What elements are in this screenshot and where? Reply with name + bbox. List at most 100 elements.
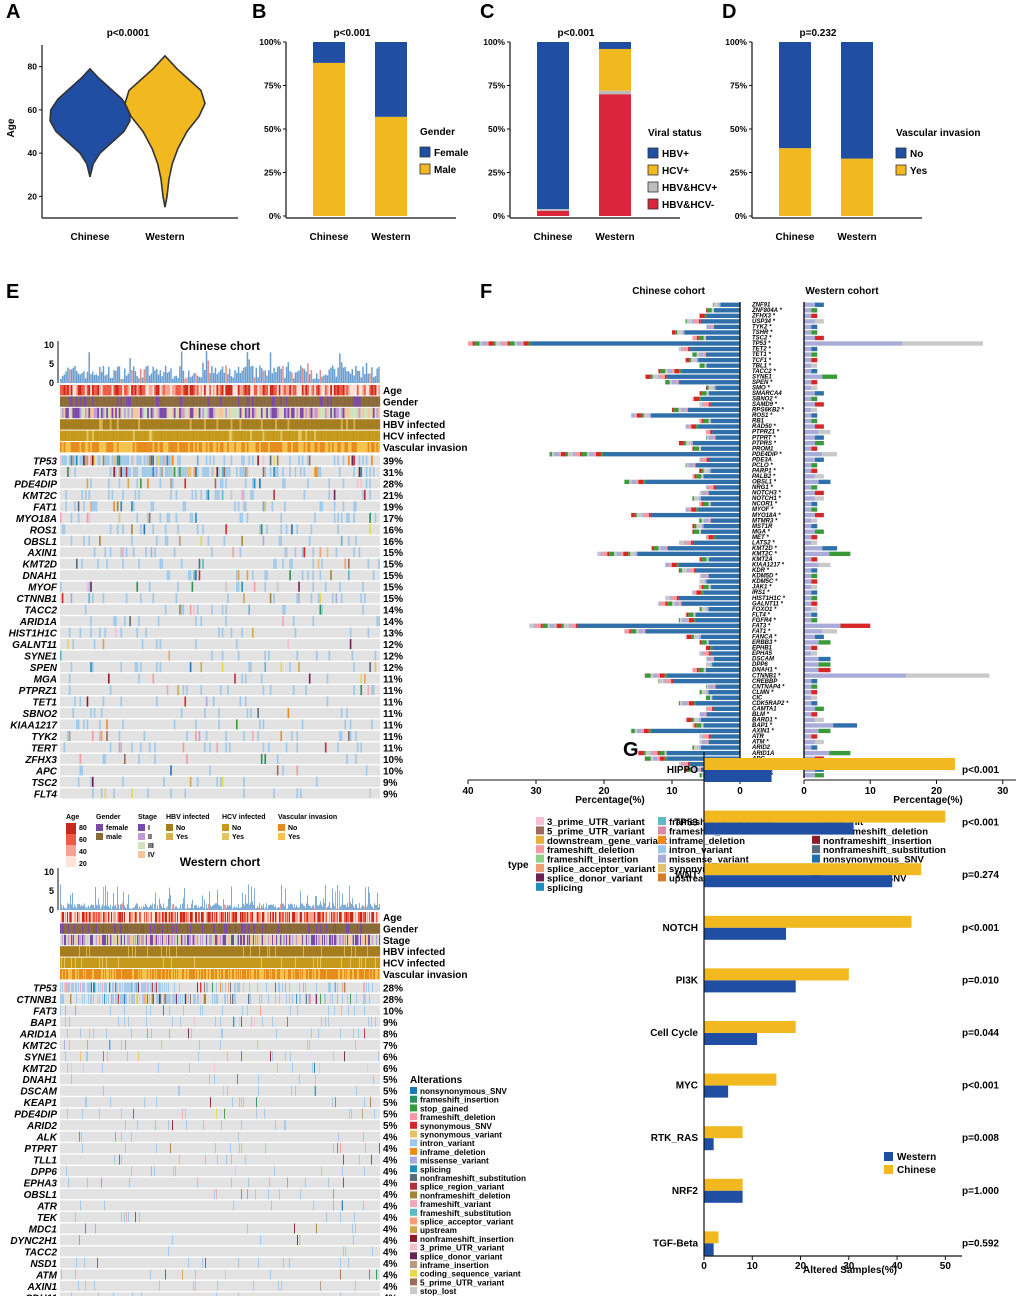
- annotation-cell: [279, 385, 281, 395]
- annotation-cell: [81, 408, 83, 418]
- annotation-cell: [373, 935, 374, 945]
- annotation-cell: [290, 958, 291, 968]
- mutation-cell: [230, 994, 231, 1004]
- annotation-cell: [372, 946, 373, 956]
- annotation-cell: [279, 442, 281, 452]
- annotation-cell: [67, 419, 69, 429]
- annotation-cell: [160, 935, 161, 945]
- mutation-cell: [266, 570, 268, 580]
- mutation-cell: [129, 1178, 130, 1188]
- annotation-cell: [360, 431, 362, 441]
- annotation-cell: [375, 408, 377, 418]
- annotation-cell: [304, 408, 306, 418]
- annotation-cell: [192, 946, 193, 956]
- annotation-cell: [298, 442, 300, 452]
- tmb-bar: [325, 885, 326, 910]
- annotation-cell: [225, 923, 226, 933]
- mutation-cell: [173, 994, 174, 1004]
- annotation-cell: [355, 408, 357, 418]
- annotation-cell: [220, 396, 222, 406]
- annotation-cell: [306, 912, 307, 922]
- annotation-cell: [366, 969, 367, 979]
- mutation-cell: [320, 467, 322, 477]
- bar-segment-Male: [313, 63, 345, 216]
- mutation-cell: [215, 994, 216, 1004]
- annotation-cell: [323, 912, 324, 922]
- annotation-cell: [339, 969, 340, 979]
- mutation-cell: [206, 731, 208, 741]
- tmb-bar: [293, 908, 294, 910]
- mutation-cell: [199, 1040, 200, 1050]
- tmb-bar: [174, 376, 176, 383]
- annotation-cell: [268, 408, 270, 418]
- annotation-cell: [366, 442, 368, 452]
- mutation-cell: [193, 467, 195, 477]
- tmb-bar: [82, 906, 83, 910]
- annotation-cell: [188, 431, 190, 441]
- annotation-cell: [317, 946, 318, 956]
- annotation-cell: [322, 946, 323, 956]
- annotation-cell: [328, 969, 329, 979]
- annotation-cell: [128, 912, 129, 922]
- tmb-bar: [157, 905, 158, 910]
- mutation-cell: [222, 651, 224, 661]
- tmb-bar: [168, 899, 169, 910]
- annotation-cell: [344, 442, 346, 452]
- annotation-cell: [277, 419, 279, 429]
- mutation-cell: [371, 455, 373, 465]
- tmb-bar: [69, 369, 71, 383]
- tmb-bar: [103, 887, 104, 910]
- annotation-cell: [168, 912, 169, 922]
- annotation-cell: [313, 946, 314, 956]
- annotation-cell: [99, 946, 100, 956]
- mutation-cell: [168, 982, 169, 992]
- annotation-cell: [371, 408, 373, 418]
- bar-segment-No: [779, 42, 811, 148]
- annotation-cell: [372, 935, 373, 945]
- mutation-cell: [97, 559, 99, 569]
- annotation-cell: [90, 408, 92, 418]
- annotation-cell: [371, 431, 373, 441]
- annotation-cell: [237, 923, 238, 933]
- tmb-bar: [131, 909, 132, 910]
- mutation-cell: [85, 455, 87, 465]
- annotation-cell: [92, 385, 94, 395]
- annotation-cell: [148, 958, 149, 968]
- annotation-cell: [97, 419, 99, 429]
- mutation-cell: [190, 605, 192, 615]
- annotation-cell: [360, 385, 362, 395]
- mutation-cell: [122, 547, 124, 557]
- annotation-cell: [368, 385, 370, 395]
- annotation-cell: [126, 969, 127, 979]
- mutation-cell: [119, 1155, 120, 1165]
- annotation-cell: [168, 431, 170, 441]
- annotation-cell: [108, 442, 110, 452]
- annotation-cell: [373, 396, 375, 406]
- mutation-cell: [104, 547, 106, 557]
- mutation-cell: [82, 994, 83, 1004]
- annotation-cell: [273, 958, 274, 968]
- mutation-cell: [312, 570, 314, 580]
- annotation-cell: [154, 408, 156, 418]
- annotation-cell: [349, 958, 350, 968]
- mutation-cell: [366, 467, 368, 477]
- annotation-cell: [337, 408, 339, 418]
- annotation-cell: [270, 442, 272, 452]
- annotation-cell: [220, 431, 222, 441]
- mutation-cell: [133, 455, 135, 465]
- mutation-cell: [158, 1063, 159, 1073]
- legend-label: Yes: [910, 166, 928, 177]
- annotation-cell: [336, 431, 338, 441]
- mutation-cell: [133, 1109, 134, 1119]
- gene-label: FAT3: [33, 1006, 57, 1017]
- annotation-cell: [303, 923, 304, 933]
- annotation-cell: [160, 385, 162, 395]
- annotation-cell: [165, 946, 166, 956]
- annotation-cell: [223, 912, 224, 922]
- annotation-cell: [126, 923, 127, 933]
- annotation-cell: [357, 969, 358, 979]
- mutation-cell: [90, 994, 91, 1004]
- tmb-bar: [240, 373, 242, 383]
- annotation-cell: [183, 912, 184, 922]
- mutation-cell: [328, 1017, 329, 1027]
